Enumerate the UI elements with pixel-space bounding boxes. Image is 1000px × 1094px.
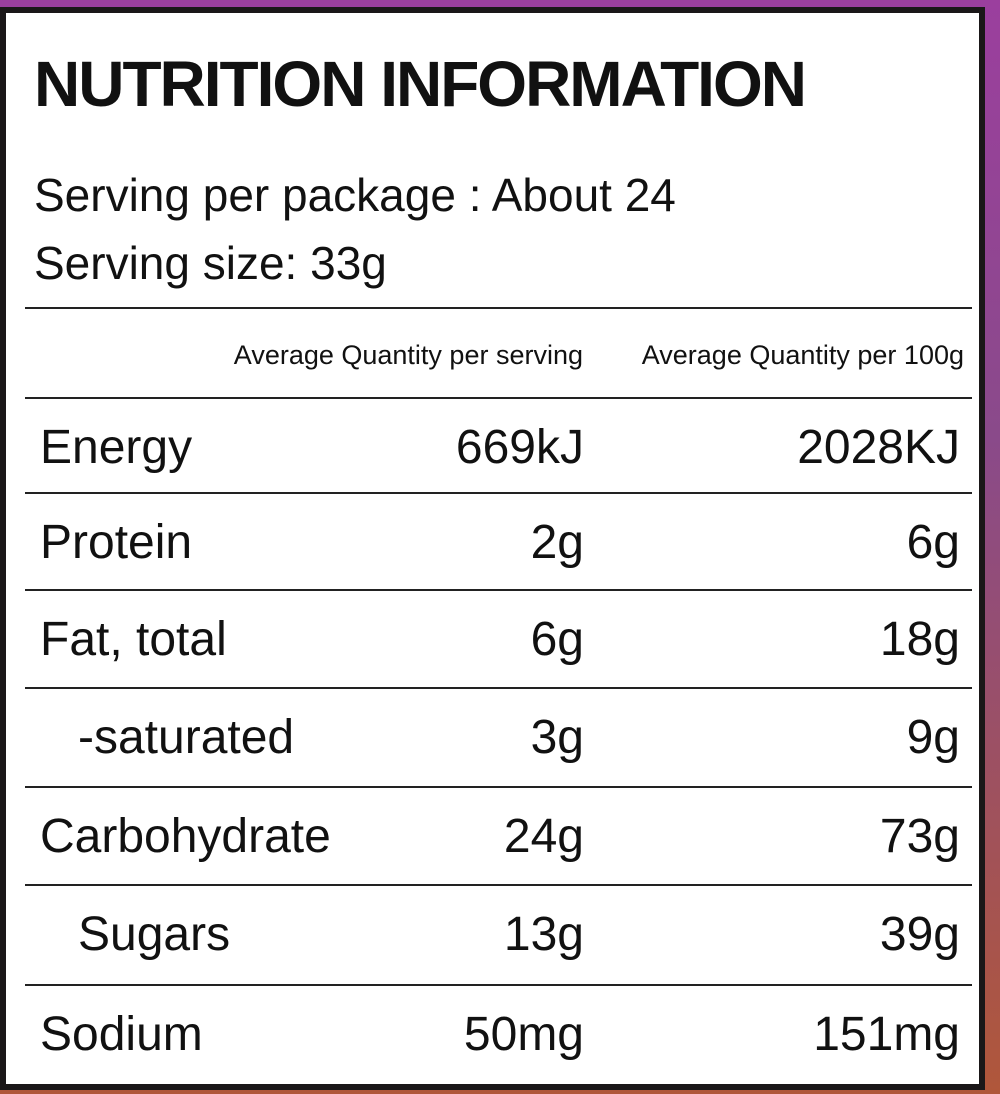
per-100g-value: 39g [879, 908, 960, 961]
per-serving-value: 6g [530, 613, 584, 666]
panel-title: NUTRITION INFORMATION [34, 48, 807, 120]
nutrient-label: -saturated [78, 711, 295, 764]
column-header-per-serving: Average Quantity per serving [233, 340, 583, 370]
per-100g-value: 6g [906, 516, 960, 569]
column-header-per-100g: Average Quantity per 100g [641, 340, 964, 370]
row-divider [25, 492, 972, 494]
divider [25, 307, 972, 309]
per-serving-value: 13g [503, 908, 584, 961]
per-serving-value: 669kJ [455, 421, 584, 474]
per-100g-value: 18g [879, 613, 960, 666]
nutrient-label: Fat, total [40, 613, 227, 666]
nutrient-label: Energy [40, 421, 193, 474]
nutrient-label: Sodium [40, 1008, 203, 1061]
row-divider [25, 687, 972, 689]
nutrient-label: Protein [40, 516, 193, 569]
per-serving-value: 2g [530, 516, 584, 569]
per-100g-value: 9g [906, 711, 960, 764]
divider [25, 397, 972, 399]
nutrient-label: Carbohydrate [40, 810, 331, 863]
row-divider [25, 984, 972, 986]
serving-size: Serving size: 33g [34, 237, 387, 289]
per-serving-value: 24g [503, 810, 584, 863]
serving-per-package: Serving per package : About 24 [34, 169, 676, 221]
per-100g-value: 73g [879, 810, 960, 863]
per-serving-value: 50mg [463, 1008, 584, 1061]
row-divider [25, 884, 972, 886]
nutrition-panel [0, 7, 985, 1090]
per-100g-value: 151mg [813, 1008, 960, 1061]
per-100g-value: 2028KJ [797, 421, 960, 474]
row-divider [25, 589, 972, 591]
per-serving-value: 3g [530, 711, 584, 764]
row-divider [25, 786, 972, 788]
nutrient-label: Sugars [78, 908, 231, 961]
